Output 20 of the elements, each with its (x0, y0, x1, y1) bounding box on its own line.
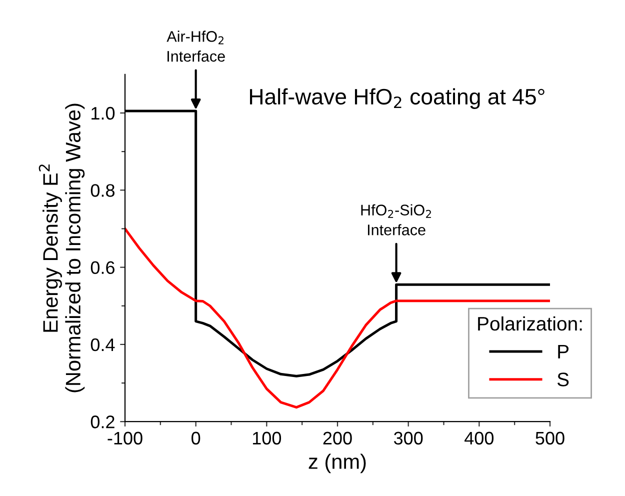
y-axis-title: Energy Density E$^{2}$ (Normalized to Incoming Wave) (38, 104, 85, 392)
y-tick-label: 0.4 (90, 338, 115, 352)
y-tick-label: 1.0 (92, 106, 115, 120)
annotation: HfO$_{2}$-SiO$_{2}$ Interface (361, 204, 431, 236)
x-tick-label: 200 (323, 432, 352, 445)
y-tick-label: 0.8 (90, 184, 114, 197)
x-tick-label: 0 (192, 432, 200, 445)
legend-label: S (557, 372, 569, 386)
x-tick-label: 500 (536, 432, 564, 445)
annotation: Air-HfO$_{2}$ Interface (166, 30, 225, 62)
x-tick-label: 300 (394, 432, 423, 445)
legend-title: Polarization: (478, 316, 582, 331)
y-tick-label: 0.6 (90, 261, 114, 274)
x-tick-label: 100 (252, 432, 282, 445)
x-tick-label: -100 (108, 432, 142, 445)
x-axis-title: z (nm) (308, 454, 366, 474)
legend-label: P (558, 344, 569, 358)
text: Half-wave HfO$_{2}$ coating at 45° (250, 88, 544, 109)
y-tick-label: 0.2 (90, 416, 114, 428)
x-tick-label: 400 (464, 432, 494, 445)
